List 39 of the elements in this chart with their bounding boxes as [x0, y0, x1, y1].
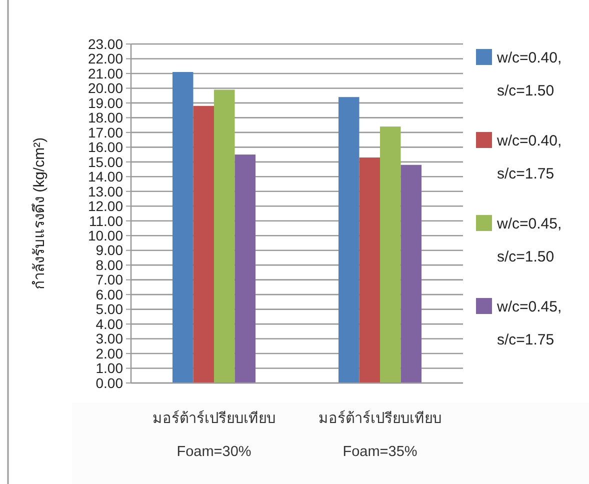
legend-label: w/c=0.45, s/c=1.75 — [496, 298, 562, 348]
y-tick-label: 3.00 — [96, 330, 124, 347]
y-tick-label: 23.00 — [88, 36, 124, 52]
y-tick-label: 12.00 — [88, 198, 124, 214]
y-tick-label: 8.00 — [96, 256, 124, 273]
y-tick-label: 13.00 — [88, 183, 124, 200]
x-tick-label: มอร์ต้าร์เปรียบเทียบ Foam=35% — [318, 410, 442, 460]
legend-label: w/c=0.45, s/c=1.50 — [496, 215, 562, 266]
bar — [400, 164, 422, 383]
y-axis-title: กำลังรับแรงดึง (kg/cm²) — [31, 137, 48, 290]
y-tick-label: 9.00 — [96, 242, 124, 258]
legend-label: w/c=0.40, s/c=1.75 — [496, 132, 562, 182]
y-tick-label: 19.00 — [88, 94, 124, 111]
y-tick-label: 10.00 — [88, 228, 124, 244]
bar — [172, 72, 194, 383]
y-tick-label: 21.00 — [88, 65, 124, 82]
y-tick-label: 2.00 — [96, 345, 124, 362]
bar — [193, 106, 214, 383]
bar — [234, 154, 256, 383]
bar — [380, 126, 401, 383]
bar — [338, 97, 360, 383]
y-tick-label: 14.00 — [88, 168, 124, 185]
y-tick-label: 0.00 — [96, 374, 124, 391]
x-tick-label: มอร์ต้าร์เปรียบเทียบ Foam=30% — [152, 410, 276, 460]
y-tick-label: 1.00 — [96, 360, 124, 376]
y-tick-label: 15.00 — [88, 154, 124, 170]
legend-label: w/c=0.40, s/c=1.50 — [496, 49, 562, 100]
y-tick-label: 18.00 — [88, 110, 124, 126]
y-tick-label: 16.00 — [88, 139, 124, 156]
y-tick-label: 22.00 — [88, 50, 124, 67]
y-tick-label: 6.00 — [96, 286, 124, 302]
y-tick-label: 4.00 — [96, 316, 124, 332]
bar — [214, 90, 235, 383]
bar — [359, 157, 380, 383]
y-tick-label: 5.00 — [96, 301, 124, 318]
y-tick-label: 20.00 — [88, 80, 124, 96]
y-tick-label: 7.00 — [96, 272, 124, 288]
y-tick-label: 17.00 — [88, 124, 124, 140]
y-tick-label: 11.00 — [89, 212, 124, 229]
